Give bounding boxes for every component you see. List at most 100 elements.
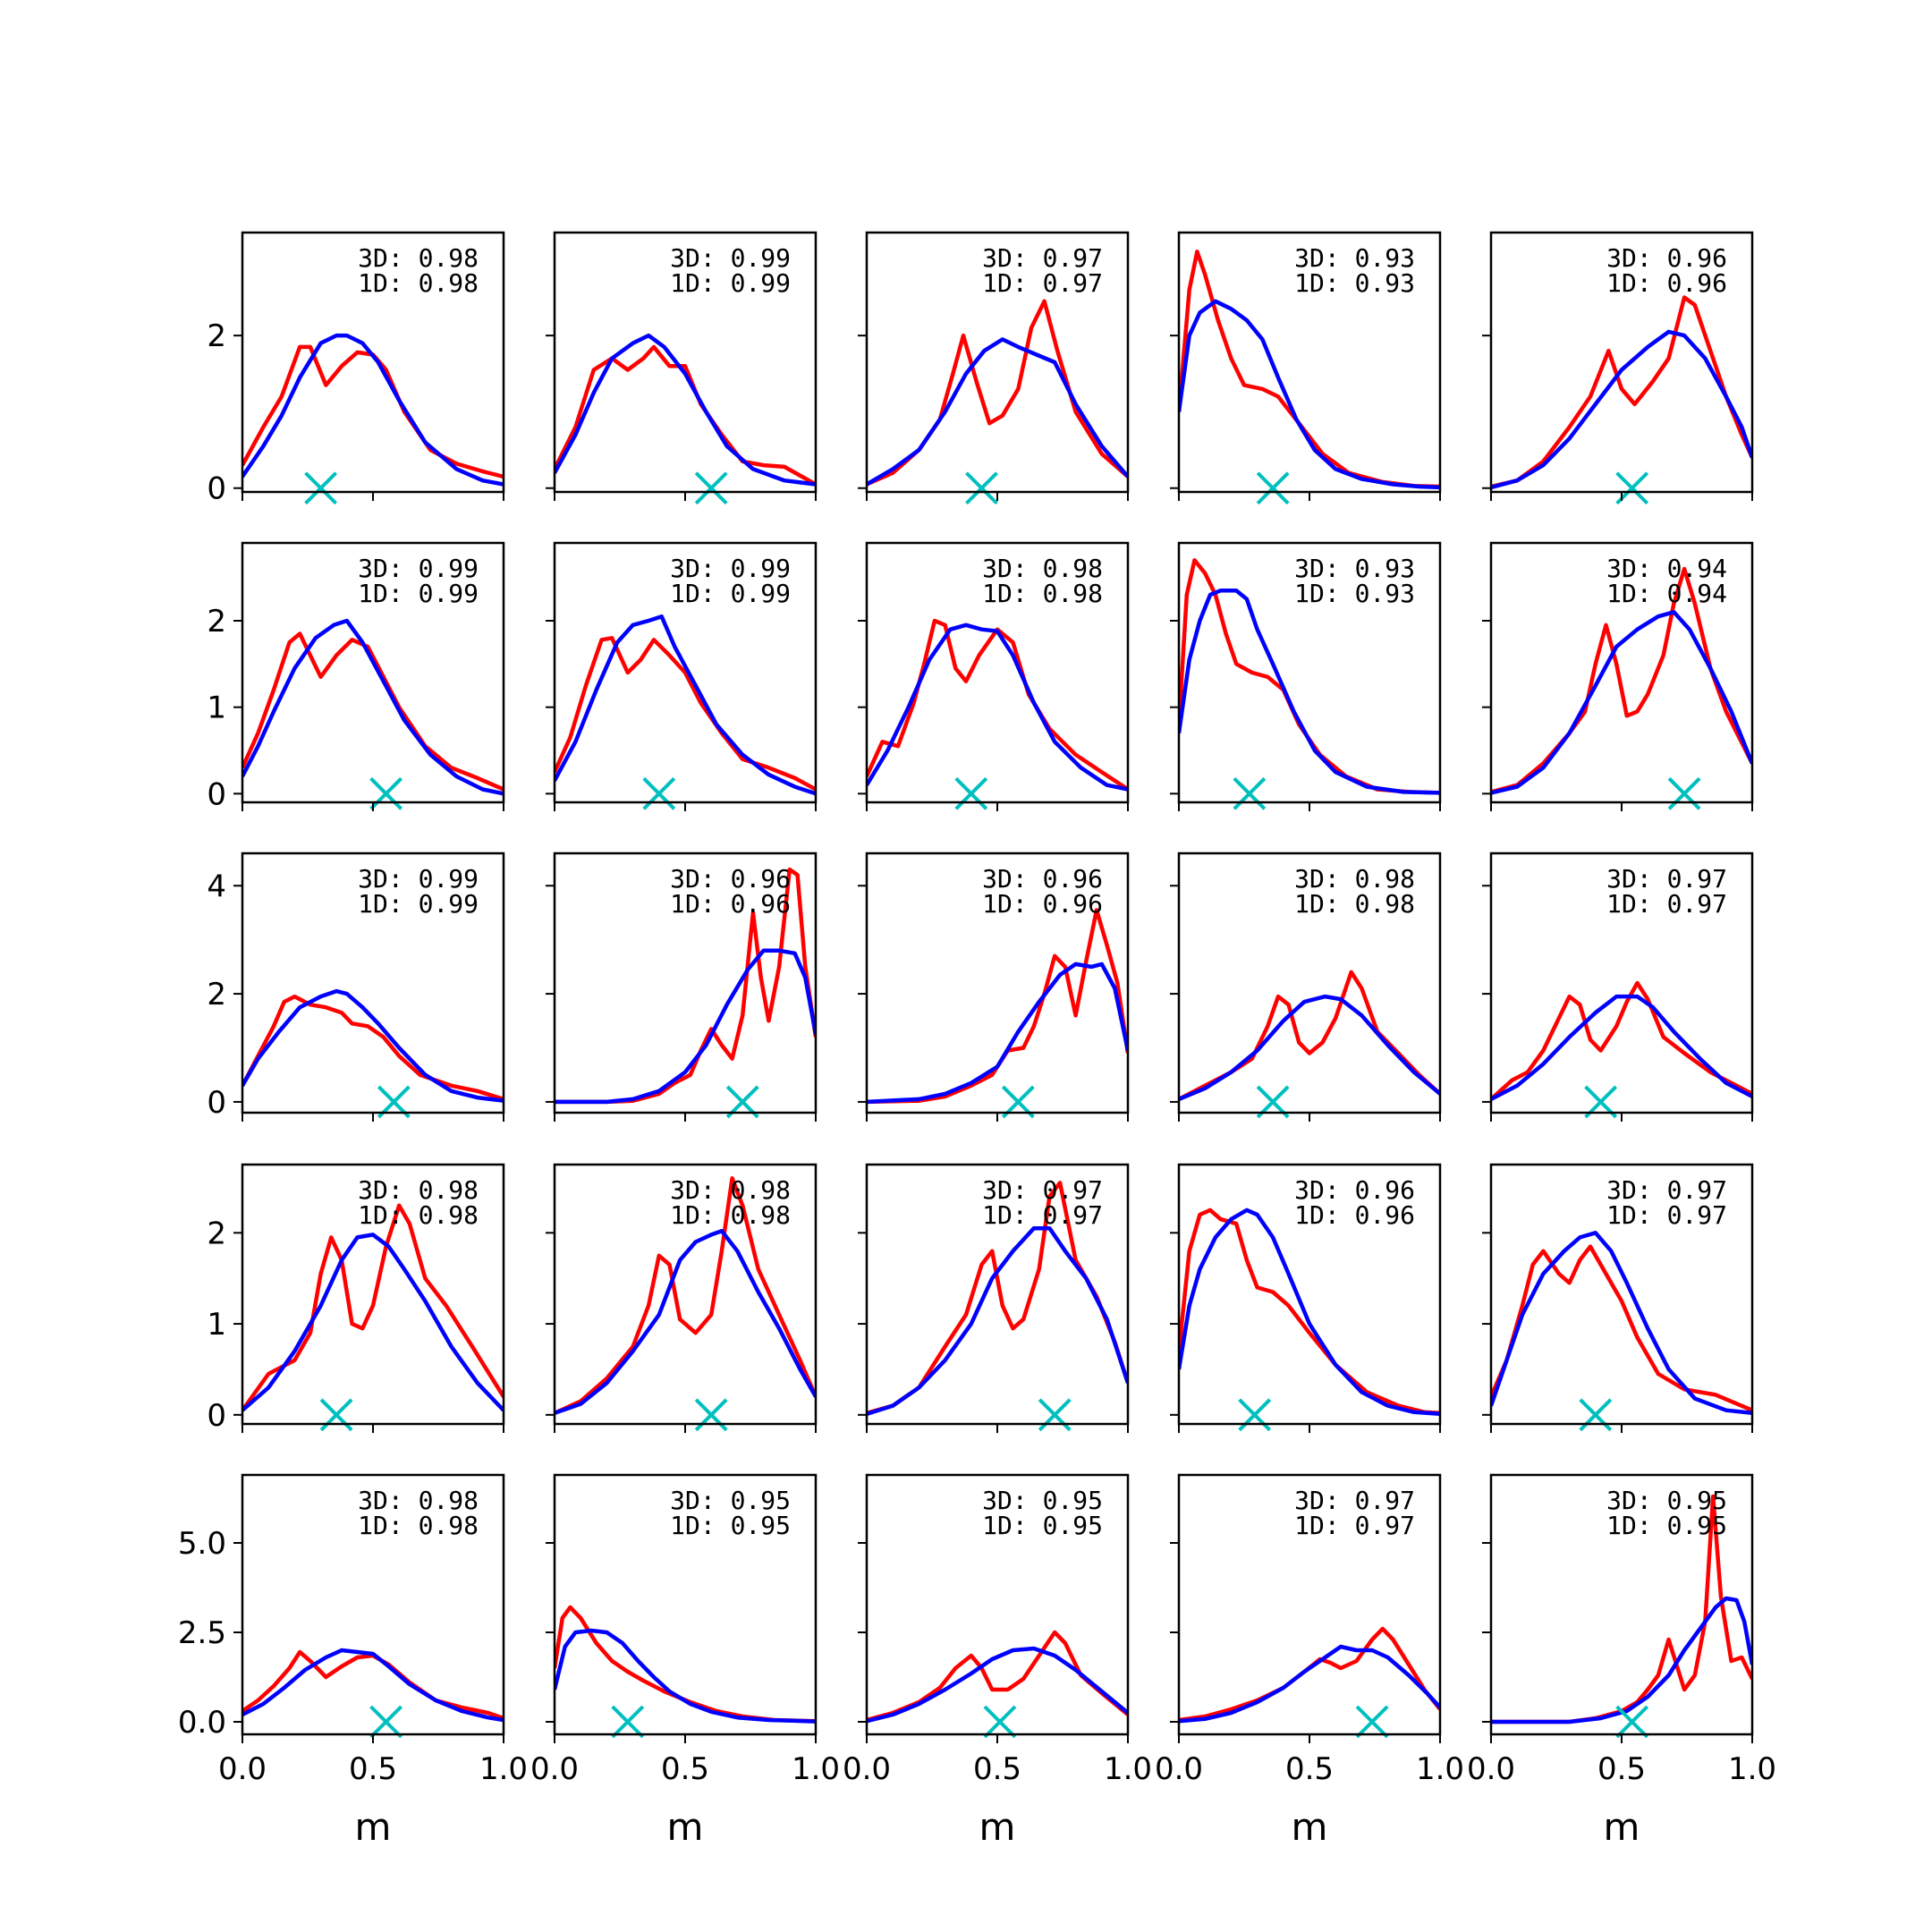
score-annotation: 1D: 0.99 xyxy=(670,268,791,298)
x-tick-label: 0.0 xyxy=(530,1751,579,1787)
score-annotation: 3D: 0.93 xyxy=(1294,554,1415,583)
x-tick-label: 0.5 xyxy=(349,1751,397,1787)
blue-density-line xyxy=(867,337,1128,487)
score-annotation: 1D: 0.99 xyxy=(358,889,479,919)
y-tick-label: 2 xyxy=(207,604,226,640)
x-axis-label: m xyxy=(1604,1805,1640,1849)
cross-marker xyxy=(1355,1705,1389,1739)
x-axis-label: m xyxy=(355,1805,392,1849)
x-tick-label: 0.0 xyxy=(1467,1751,1515,1787)
score-annotation: 1D: 0.97 xyxy=(982,268,1103,298)
y-tick-label: 2 xyxy=(207,1216,226,1251)
blue-density-line xyxy=(1179,588,1440,795)
blue-density-line xyxy=(867,1646,1128,1724)
x-tick-label: 0.0 xyxy=(218,1751,267,1787)
series-group xyxy=(867,908,1128,1105)
score-annotation: 3D: 0.95 xyxy=(670,1486,791,1515)
x-tick-label: 0.0 xyxy=(1155,1751,1203,1787)
red-density-line xyxy=(242,631,504,792)
score-annotation: 1D: 0.98 xyxy=(358,268,479,298)
series-group xyxy=(555,1605,816,1724)
y-tick-label: 1 xyxy=(207,1307,226,1343)
score-annotation: 1D: 0.98 xyxy=(1294,889,1415,919)
red-density-line xyxy=(1179,1626,1440,1723)
y-tick-label: 0 xyxy=(207,471,226,507)
series-group xyxy=(242,988,504,1103)
score-annotation: 1D: 0.99 xyxy=(670,579,791,608)
score-annotation: 1D: 0.97 xyxy=(1294,1511,1415,1540)
series-group xyxy=(867,299,1128,487)
red-density-line xyxy=(1491,295,1752,489)
red-density-line xyxy=(867,618,1128,792)
red-density-line xyxy=(555,1176,816,1415)
score-annotation: 3D: 0.94 xyxy=(1606,554,1727,583)
blue-density-line xyxy=(555,948,816,1105)
score-annotation: 1D: 0.98 xyxy=(982,579,1103,608)
score-annotation: 1D: 0.95 xyxy=(1606,1511,1727,1540)
score-annotation: 1D: 0.96 xyxy=(1294,1200,1415,1230)
blue-density-line xyxy=(1491,329,1752,490)
red-density-line xyxy=(555,1605,816,1724)
cross-marker xyxy=(611,1705,645,1739)
score-annotation: 3D: 0.93 xyxy=(1294,243,1415,273)
x-tick-label: 0.5 xyxy=(1285,1751,1334,1787)
y-tick-label: 0 xyxy=(207,1085,226,1121)
series-group xyxy=(1179,1208,1440,1417)
series-group xyxy=(555,614,816,796)
blue-density-line xyxy=(867,1225,1128,1416)
y-tick-label: 1 xyxy=(207,691,226,726)
cross-marker xyxy=(965,471,998,505)
blue-density-line xyxy=(555,1628,816,1724)
cross-marker xyxy=(642,776,676,810)
blue-density-line xyxy=(1491,1231,1752,1416)
cross-marker xyxy=(1256,471,1290,505)
x-tick-label: 1.0 xyxy=(479,1751,528,1787)
score-annotation: 1D: 0.98 xyxy=(358,1200,479,1230)
red-density-line xyxy=(1179,1208,1440,1416)
blue-density-line xyxy=(555,1229,816,1415)
score-annotation: 3D: 0.97 xyxy=(982,243,1103,273)
score-annotation: 1D: 0.98 xyxy=(358,1511,479,1540)
cross-marker xyxy=(369,1705,403,1739)
score-annotation: 1D: 0.98 xyxy=(670,1200,791,1230)
score-annotation: 3D: 0.99 xyxy=(358,864,479,894)
score-annotation: 1D: 0.97 xyxy=(982,1200,1103,1230)
x-tick-label: 1.0 xyxy=(1104,1751,1152,1787)
series-group xyxy=(242,618,504,796)
x-tick-label: 0.0 xyxy=(843,1751,891,1787)
blue-density-line xyxy=(242,988,504,1103)
series-group xyxy=(1179,1626,1440,1724)
score-annotation: 1D: 0.96 xyxy=(1606,268,1727,298)
score-annotation: 1D: 0.99 xyxy=(358,579,479,608)
blue-density-line xyxy=(242,333,504,487)
series-group xyxy=(1491,295,1752,490)
cross-marker xyxy=(1615,1705,1649,1739)
score-annotation: 3D: 0.95 xyxy=(1606,1486,1727,1515)
series-group xyxy=(242,1203,504,1412)
score-annotation: 3D: 0.98 xyxy=(358,243,479,273)
y-tick-label: 0 xyxy=(207,776,226,812)
score-annotation: 1D: 0.93 xyxy=(1294,579,1415,608)
x-axis-label: m xyxy=(1292,1805,1328,1849)
cross-marker xyxy=(304,471,338,505)
blue-density-line xyxy=(242,1648,504,1723)
score-annotation: 1D: 0.95 xyxy=(670,1511,791,1540)
score-annotation: 3D: 0.98 xyxy=(1294,864,1415,894)
